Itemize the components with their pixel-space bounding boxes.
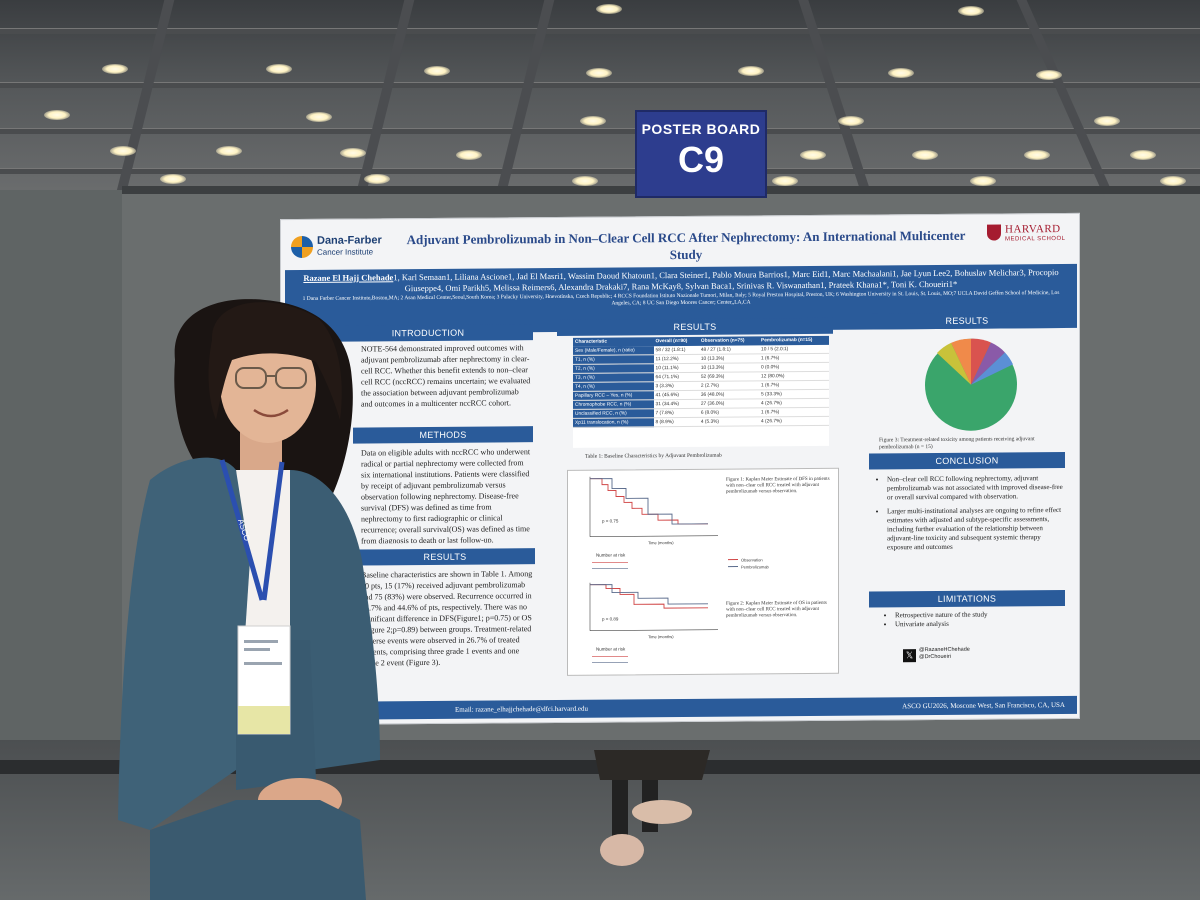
km1-x-label: Time (months) [648, 540, 674, 545]
km-plots: p = 0.75 Time (months) Number at risk Ob… [589, 476, 770, 663]
ceiling-lamp [586, 68, 612, 78]
glasses-icon [235, 367, 267, 389]
kaplan-meier-figures: p = 0.75 Time (months) Number at risk Ob… [567, 467, 839, 676]
km1-observation-curve [590, 478, 708, 525]
ceiling-lamp [970, 176, 996, 186]
ceiling-lamp [216, 146, 242, 156]
ceiling-lamp [572, 176, 598, 186]
presenter-hair-front [208, 302, 342, 420]
visitor-feet [594, 750, 710, 866]
km1-pembrolizumab-curve [590, 478, 708, 525]
ceiling-lamp [160, 174, 186, 184]
ceiling-lamp [1094, 116, 1120, 126]
ceiling-lamp [340, 148, 366, 158]
ceiling-lamp [1130, 150, 1156, 160]
legend-observation: Observation [741, 557, 763, 562]
ceiling-truss [0, 168, 1200, 174]
km2-p-value: p = 0.89 [602, 616, 619, 621]
lanyard [219, 459, 285, 601]
km1-x-axis [590, 535, 718, 538]
ceiling-truss [0, 28, 1200, 34]
sign-label: POSTER BOARD [641, 121, 761, 137]
poster-board-sign: POSTER BOARD C9 [635, 110, 767, 198]
presenter-trousers [150, 800, 366, 900]
ceiling-lamp [44, 110, 70, 120]
visitor-coat [594, 750, 710, 780]
pie-slice [971, 352, 1013, 385]
ceiling-lamp [456, 150, 482, 160]
glasses-icon [275, 367, 307, 389]
km1-risk-label: Number at risk [596, 552, 626, 557]
pie-slice [951, 338, 971, 385]
ceiling-lamp [772, 176, 798, 186]
ceiling-lamp [596, 4, 622, 14]
ceiling-lamp [888, 68, 914, 78]
sign-board-number: C9 [677, 139, 725, 180]
ceiling [0, 0, 1200, 195]
km2-pembrolizumab-curve [590, 584, 708, 605]
ceiling-lamp [1036, 70, 1062, 80]
ceiling-lamp [1024, 150, 1050, 160]
badge-ribbon [238, 706, 290, 734]
km2-risk-label: Number at risk [596, 646, 626, 651]
ceiling-lamp [266, 64, 292, 74]
ceiling-lamp [958, 6, 984, 16]
pie-slice [971, 342, 1005, 385]
pie-slice [937, 342, 971, 385]
ceiling-truss [0, 82, 1200, 88]
sneaker-icon [600, 834, 644, 866]
badge-text-line [244, 640, 278, 643]
ceiling-lamp [306, 112, 332, 122]
km2-observation-curve [590, 584, 708, 609]
ceiling-lamp [738, 66, 764, 76]
legend-pembrolizumab: Pembrolizumab [741, 564, 770, 569]
ceiling-lamp [424, 66, 450, 76]
badge-text-line [244, 662, 282, 665]
km2-x-label: Time (months) [648, 634, 674, 639]
presenter-blazer-right [290, 470, 380, 770]
ceiling-lamp [102, 64, 128, 74]
pie-chart-svg [925, 338, 1017, 431]
ceiling-truss [0, 128, 1200, 134]
presenter-smile [253, 408, 289, 418]
ceiling-lamp [912, 150, 938, 160]
pie-slice [971, 338, 991, 385]
toxicity-pie-chart [921, 334, 1021, 440]
presenter-blouse [236, 470, 296, 640]
ceiling-lamp [1160, 176, 1186, 186]
presenter-blazer-left [118, 457, 250, 830]
ceiling-lamp [110, 146, 136, 156]
ceiling-lamp [838, 116, 864, 126]
ceiling-lamp [364, 174, 390, 184]
km2-x-axis [590, 629, 718, 632]
badge-text-line [244, 648, 270, 651]
visitor-leg [612, 780, 628, 840]
sneaker-icon [632, 800, 692, 824]
research-poster: Dana-Farber Cancer Institute Adjuvant Pe… [280, 212, 1080, 726]
ceiling-lamp [580, 116, 606, 126]
km1-p-value: p = 0.75 [602, 518, 619, 523]
ceiling-lamp [800, 150, 826, 160]
